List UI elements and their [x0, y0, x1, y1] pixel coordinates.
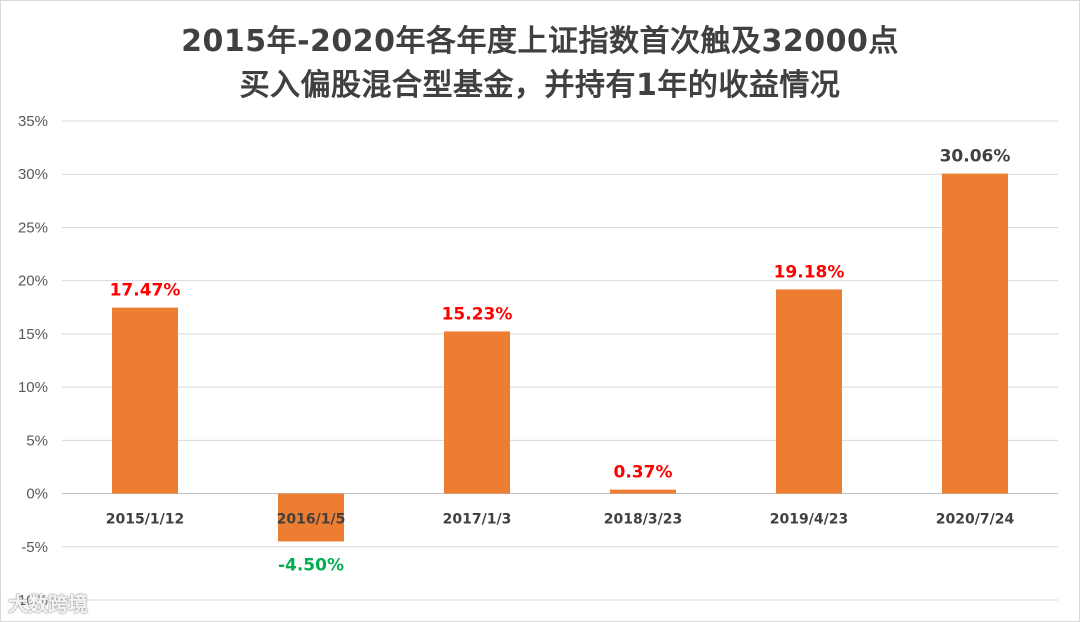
chart-title-line1: 2015年-2020年各年度上证指数首次触及32000点 [181, 24, 899, 59]
y-tick-label: 35% [18, 113, 48, 130]
chart-title-line2: 买入偏股混合型基金，并持有1年的收益情况 [239, 68, 841, 103]
x-tick-label: 2019/4/23 [770, 512, 848, 528]
x-tick-label: 2015/1/12 [106, 512, 184, 528]
y-tick-label: 20% [18, 273, 48, 290]
data-label: 15.23% [442, 304, 513, 324]
data-label: 0.37% [614, 463, 673, 483]
x-tick-label: 2017/1/3 [443, 512, 512, 528]
y-tick-label: 30% [18, 166, 48, 183]
bar [444, 331, 510, 494]
y-tick-label: -5% [21, 539, 48, 556]
bar [776, 289, 842, 494]
bar [278, 493, 344, 542]
y-tick-label: 15% [18, 326, 48, 343]
y-tick-label: 5% [26, 432, 48, 449]
x-tick-label: 2020/7/24 [936, 512, 1015, 528]
bar [610, 489, 676, 494]
y-tick-label: 10% [18, 379, 48, 396]
data-label: 19.18% [774, 262, 845, 282]
y-tick-label: 0% [26, 486, 48, 503]
bar [112, 307, 178, 494]
watermark-logo: 大数跨境 [8, 592, 88, 616]
data-label: 30.06% [940, 147, 1011, 167]
data-label: 17.47% [110, 281, 181, 301]
bar [942, 173, 1008, 494]
data-label: -4.50% [278, 555, 344, 575]
x-tick-label: 2016/1/5 [277, 512, 346, 528]
x-tick-label: 2018/3/23 [604, 512, 682, 528]
y-tick-label: 25% [18, 219, 48, 236]
y-tick-label: -10% [13, 592, 48, 609]
